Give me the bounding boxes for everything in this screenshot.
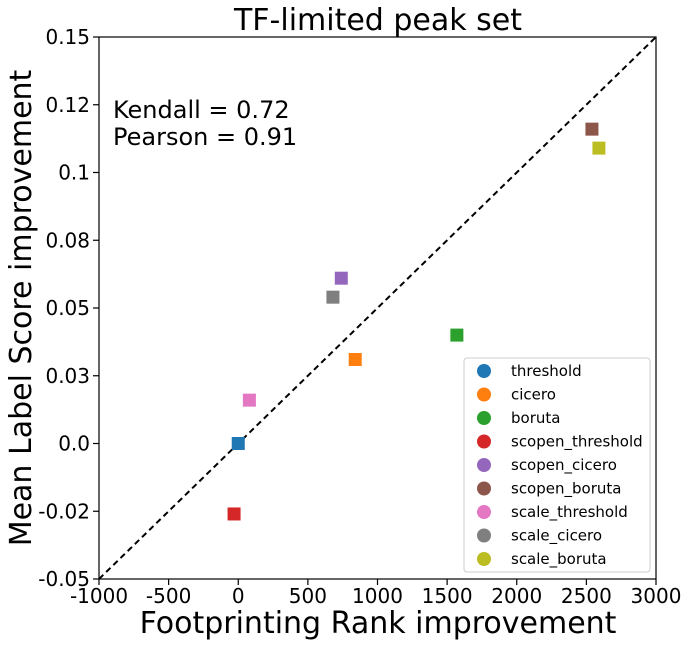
legend-marker-scopen-threshold (477, 434, 491, 449)
legend-label-cicero: cicero (511, 386, 556, 404)
legend-label-scopen-cicero: scopen_cicero (511, 456, 617, 475)
x-axis-ticks: -1000 -500 0 500 1000 1500 2000 2500 3000 (70, 579, 682, 608)
legend-label-scale-threshold: scale_threshold (511, 503, 628, 522)
marker-scale-cicero (326, 290, 340, 304)
y-tick-label: -0.02 (38, 499, 90, 523)
legend-label-scopen-boruta: scopen_boruta (511, 480, 621, 499)
legend-label-scale-boruta: scale_boruta (511, 550, 607, 569)
marker-scopen-threshold (227, 507, 241, 521)
legend-marker-scopen-cicero (477, 458, 491, 472)
legend-marker-cicero (477, 387, 491, 402)
y-tick-label: 0.1 (58, 161, 90, 185)
marker-threshold (231, 437, 245, 450)
legend-marker-scopen-boruta (477, 481, 491, 496)
x-tick-label: 2000 (491, 584, 542, 608)
legend-box (463, 357, 651, 573)
y-tick-label: 0.03 (45, 364, 90, 388)
x-tick-label: 2500 (561, 584, 612, 608)
y-axis-ticks: -0.05 -0.02 0.0 0.03 0.05 0.08 0.1 0.12 0.15 (38, 25, 99, 591)
marker-cicero (348, 352, 362, 366)
marker-scopen-boruta (585, 122, 599, 136)
x-tick-label: -1000 (70, 584, 128, 608)
x-tick-label: 3000 (631, 584, 682, 608)
y-tick-label: -0.05 (38, 567, 90, 591)
marker-scopen-cicero (334, 271, 348, 285)
legend-label-boruta: boruta (511, 409, 560, 427)
data-markers (227, 122, 606, 521)
legend-label-threshold: threshold (511, 362, 582, 380)
legend-items: threshold cicero boruta scopen_thresholdsco… (477, 362, 643, 569)
marker-boruta (450, 328, 464, 342)
legend-marker-boruta (477, 411, 491, 425)
y-tick-label: 0.0 (58, 432, 90, 456)
y-axis-label: Mean Label Score improvement (4, 69, 39, 546)
x-tick-label: 0 (232, 584, 245, 608)
x-tick-label: -500 (146, 584, 191, 608)
chart-title: TF-limited peak set (233, 3, 522, 38)
y-tick-label: 0.05 (45, 296, 90, 320)
legend: threshold cicero boruta scopen_thresholdsco… (463, 357, 651, 573)
pearson-annotation: Pearson = 0.91 (113, 123, 297, 151)
x-tick-label: 1000 (352, 584, 403, 608)
legend-marker-scale-threshold (477, 505, 491, 519)
legend-label-scale-cicero: scale_cicero (511, 527, 602, 546)
kendall-annotation: Kendall = 0.72 (113, 96, 290, 124)
y-tick-label: 0.15 (45, 25, 90, 49)
x-axis-label: Footprinting Rank improvement (140, 606, 617, 641)
y-tick-label: 0.08 (45, 228, 90, 252)
legend-label-scopen-threshold: scopen_threshold (511, 433, 643, 452)
correlation-annotations: Kendall = 0.72 Pearson = 0.91 (113, 96, 297, 151)
x-tick-label: 500 (289, 584, 327, 608)
legend-marker-scale-boruta (477, 552, 491, 566)
x-tick-label: 1500 (422, 584, 473, 608)
marker-scale-threshold (242, 393, 256, 407)
legend-marker-threshold (477, 364, 491, 378)
marker-scale-boruta (592, 141, 606, 155)
y-tick-label: 0.12 (45, 93, 90, 117)
legend-marker-scale-cicero (477, 528, 491, 543)
